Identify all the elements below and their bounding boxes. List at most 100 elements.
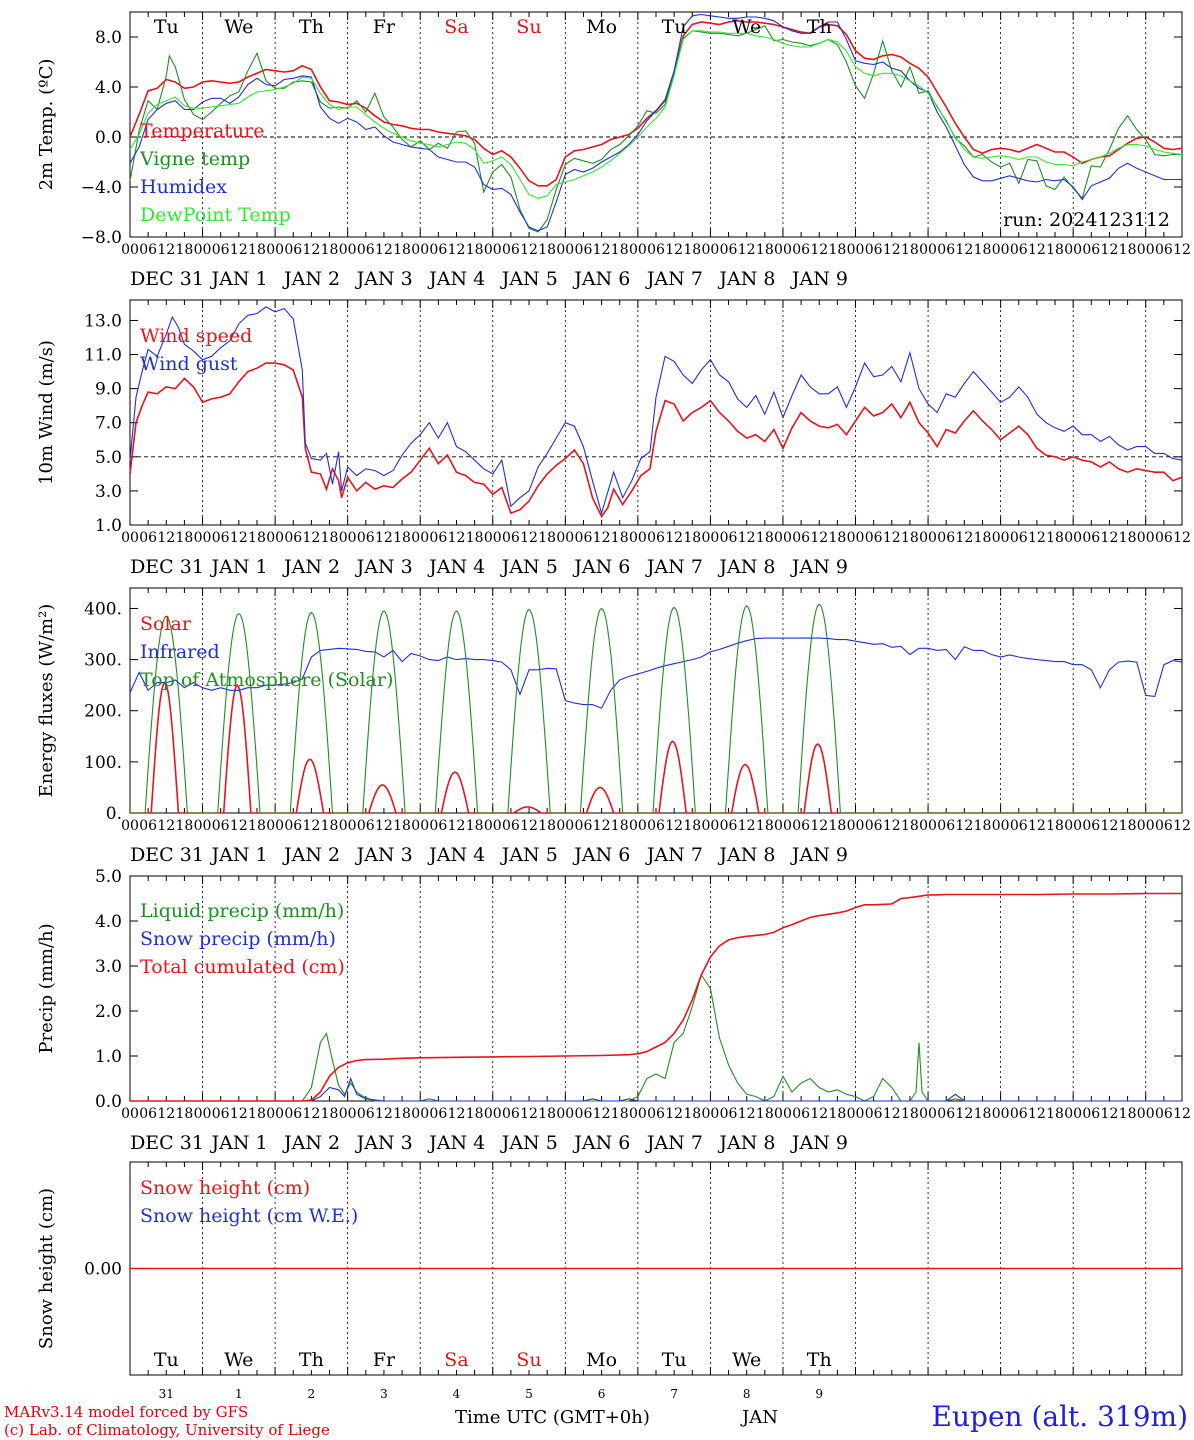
- y-tick-label: 1.0: [95, 1047, 122, 1067]
- hour-tick-label: 18: [901, 242, 919, 258]
- legend-entry: Snow height (cm W.E.): [140, 1205, 358, 1227]
- hour-tick-label: 12: [230, 530, 248, 546]
- hour-tick-label: 00: [121, 1106, 139, 1122]
- hour-tick-label: 00: [774, 1106, 792, 1122]
- date-label: JAN 5: [500, 844, 558, 866]
- date-label: JAN 2: [282, 268, 340, 290]
- hour-tick-label: 12: [810, 530, 828, 546]
- hour-tick-label: 00: [194, 530, 212, 546]
- hour-tick-label: 00: [701, 530, 719, 546]
- bottom-day-number: 9: [815, 1387, 823, 1401]
- hour-tick-label: 00: [266, 818, 284, 834]
- hour-tick-label: 06: [647, 1106, 665, 1122]
- y-tick-label: −4.0: [81, 178, 122, 198]
- hour-tick-label: 06: [575, 242, 593, 258]
- hour-tick-label: 06: [720, 242, 738, 258]
- hour-tick-label: 18: [248, 818, 266, 834]
- hour-tick-label: 06: [284, 1106, 302, 1122]
- hour-tick-label: 12: [883, 530, 901, 546]
- hour-tick-label: 12: [883, 242, 901, 258]
- date-label: JAN 8: [717, 268, 775, 290]
- series-line-humidex: [129, 13, 1182, 232]
- series-line-solar: [130, 681, 1182, 814]
- hour-tick-label: 00: [121, 530, 139, 546]
- y-tick-label: 3.0: [95, 482, 122, 502]
- hour-tick-label: 12: [810, 818, 828, 834]
- hour-tick-label: 06: [647, 530, 665, 546]
- hour-tick-label: 18: [683, 530, 701, 546]
- day-name: Th: [807, 16, 832, 38]
- day-name: Su: [516, 16, 541, 38]
- day-name: We: [224, 1349, 253, 1371]
- hour-tick-label: 12: [1028, 530, 1046, 546]
- hour-tick-label: 06: [139, 242, 157, 258]
- y-axis-title: Snow height (cm): [36, 1188, 57, 1349]
- hour-tick-label: 00: [411, 242, 429, 258]
- date-label: JAN 7: [645, 556, 703, 578]
- hour-tick-label: 06: [502, 242, 520, 258]
- day-name: Tu: [154, 1349, 179, 1371]
- hour-tick-label: 06: [429, 1106, 447, 1122]
- hour-tick-label: 00: [484, 530, 502, 546]
- series-line-wind-speed: [129, 362, 1183, 519]
- hour-tick-label: 18: [1119, 818, 1137, 834]
- hour-tick-label: 12: [665, 242, 683, 258]
- date-label: JAN 3: [355, 556, 413, 578]
- y-axis-title: Precip (mm/h): [36, 923, 57, 1053]
- hour-tick-label: 06: [429, 530, 447, 546]
- hour-tick-label: 00: [339, 818, 357, 834]
- hour-tick-label: 12: [520, 530, 538, 546]
- hour-tick-label: 00: [121, 242, 139, 258]
- hour-tick-label: 06: [502, 1106, 520, 1122]
- series-line-wind-gust: [129, 306, 1183, 516]
- hour-tick-label: 00: [629, 242, 647, 258]
- hour-tick-label: 18: [901, 818, 919, 834]
- date-label: JAN 1: [210, 268, 268, 290]
- hour-tick-label: 00: [484, 818, 502, 834]
- legend-entry: Total cumulated (cm): [140, 956, 345, 978]
- hour-tick-label: 12: [1028, 818, 1046, 834]
- hour-tick-label: 18: [248, 530, 266, 546]
- hour-tick-label: 18: [828, 1106, 846, 1122]
- hour-tick-label: 00: [484, 1106, 502, 1122]
- hour-tick-label: 06: [865, 818, 883, 834]
- hour-tick-label: 12: [157, 818, 175, 834]
- hour-tick-label: 12: [955, 242, 973, 258]
- station-name: Eupen (alt. 319m): [931, 1400, 1188, 1433]
- hour-tick-label: 06: [139, 1106, 157, 1122]
- date-label: JAN 8: [717, 556, 775, 578]
- y-tick-label: 100.: [84, 753, 122, 773]
- hour-tick-label: 06: [865, 242, 883, 258]
- y-tick-label: 0.0: [95, 1092, 122, 1112]
- hour-tick-label: 00: [1137, 242, 1155, 258]
- legend-entry: Solar: [140, 613, 192, 635]
- date-label: DEC 31: [130, 844, 204, 866]
- model-credit: MARv3.14 model forced by GFS: [4, 1403, 249, 1421]
- hour-tick-label: 00: [194, 242, 212, 258]
- hour-tick-label: 06: [1010, 1106, 1028, 1122]
- hour-tick-label: 00: [1064, 242, 1082, 258]
- hour-tick-label: 18: [175, 1106, 193, 1122]
- hour-tick-label: 00: [629, 530, 647, 546]
- y-tick-label: 5.0: [95, 448, 122, 468]
- day-name: We: [732, 16, 761, 38]
- hour-tick-label: 06: [647, 818, 665, 834]
- hour-tick-label: 00: [1137, 530, 1155, 546]
- day-name: Mo: [586, 1349, 617, 1371]
- hour-tick-label: 00: [847, 242, 865, 258]
- hour-tick-label: 18: [611, 242, 629, 258]
- hour-tick-label: 12: [593, 530, 611, 546]
- hour-tick-label: 12: [955, 1106, 973, 1122]
- hour-tick-label: 00: [266, 1106, 284, 1122]
- series-line-total-cumulated-cm-: [130, 892, 1182, 1102]
- hour-tick-label: 00: [484, 242, 502, 258]
- day-name: Fr: [373, 16, 396, 38]
- y-axis-title: 10m Wind (m/s): [36, 340, 57, 485]
- hour-tick-label: 06: [1155, 1106, 1173, 1122]
- hour-tick-label: 12: [157, 1106, 175, 1122]
- hour-tick-label: 12: [665, 1106, 683, 1122]
- series-line-top-of-atmosphere-solar-: [130, 603, 1182, 814]
- month-label: JAN: [742, 1407, 778, 1428]
- hour-tick-label: 18: [974, 242, 992, 258]
- hour-tick-label: 06: [1010, 242, 1028, 258]
